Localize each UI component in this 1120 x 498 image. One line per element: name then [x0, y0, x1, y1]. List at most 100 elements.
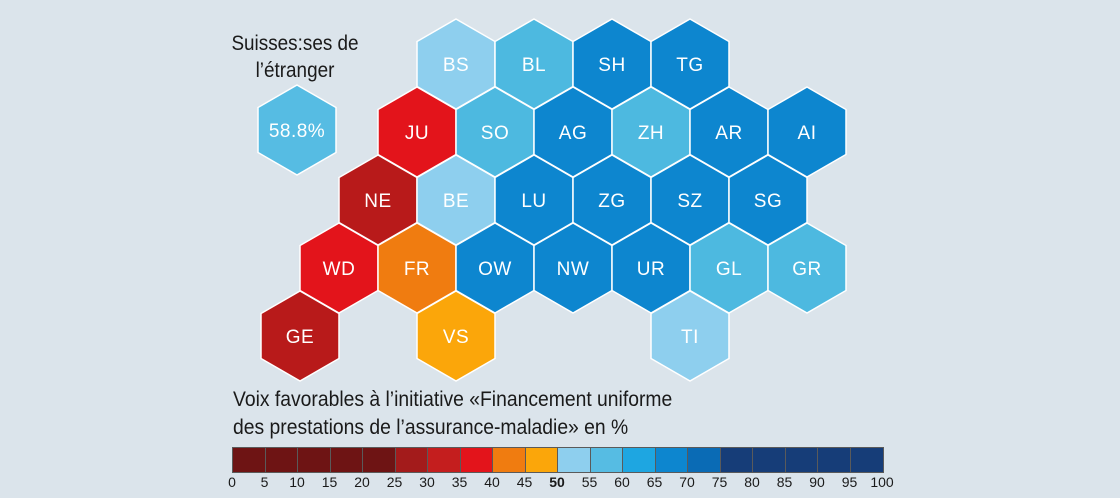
- legend-swatch: [460, 448, 493, 472]
- canton-ti-shape: [650, 290, 730, 382]
- legend-tick-label: 20: [354, 474, 370, 490]
- legend-tick-label: 55: [581, 474, 598, 490]
- legend-swatch: [785, 448, 818, 472]
- legend-swatch: [363, 448, 396, 472]
- canton-bl-label: BL: [522, 55, 546, 76]
- canton-sz-label: SZ: [677, 191, 702, 212]
- legend-color-scale: [232, 447, 884, 473]
- canton-ti-label: TI: [681, 327, 699, 348]
- canton-sh-label: SH: [598, 55, 625, 76]
- canton-ge-label: GE: [286, 327, 314, 348]
- canton-ar-label: AR: [715, 123, 742, 144]
- canton-so-label: SO: [481, 123, 509, 144]
- legend-swatch: [525, 448, 558, 472]
- legend-tick-label: 75: [711, 474, 728, 490]
- legend-tick-label: 65: [646, 474, 663, 490]
- canton-hexagons: BS BL SH TG JU SO AG ZH AR AI NE BE LU ZG SZ SG WD FR OW NW…: [260, 18, 847, 382]
- canton-vs: VS: [416, 290, 496, 382]
- legend-swatch: [753, 448, 786, 472]
- legend-tick-label: 10: [289, 474, 305, 490]
- legend-swatch: [298, 448, 331, 472]
- canton-so: SO: [455, 86, 535, 178]
- legend-swatch: [428, 448, 461, 472]
- canton-vs-label: VS: [443, 327, 469, 348]
- legend-swatch: [818, 448, 851, 472]
- canton-be-label: BE: [443, 191, 469, 212]
- legend-tick-label: 90: [809, 474, 825, 490]
- canton-ai: AI: [767, 86, 847, 178]
- canton-bl: BL: [494, 18, 574, 110]
- canton-ai-label: AI: [798, 123, 817, 144]
- abroad-value-shape: [257, 84, 337, 176]
- legend-tick-label: 60: [614, 474, 630, 490]
- canton-nw: NW: [533, 222, 613, 314]
- canton-fr-label: FR: [404, 259, 430, 280]
- canton-zg-label: ZG: [598, 191, 625, 212]
- canton-gr-shape: [767, 222, 847, 314]
- canton-vs-shape: [416, 290, 496, 382]
- legend-swatch: [720, 448, 753, 472]
- canton-ge-shape: [260, 290, 340, 382]
- canton-zg: ZG: [572, 154, 652, 246]
- legend-swatch: [623, 448, 656, 472]
- canton-wd-label: WD: [323, 259, 356, 280]
- canton-ow-label: OW: [478, 259, 512, 280]
- canton-zh-label: ZH: [638, 123, 664, 144]
- abroad-hexagon: 58.8%: [257, 84, 337, 176]
- legend-tick-label: 100: [870, 474, 894, 490]
- canton-ti: TI: [650, 290, 730, 382]
- canton-wd: WD: [299, 222, 379, 314]
- legend-title-line2: des prestations de l’assurance-maladie» …: [233, 416, 629, 439]
- legend-tick-label: 35: [451, 474, 468, 490]
- legend-tick-label: 25: [386, 474, 403, 490]
- legend-swatch: [330, 448, 363, 472]
- canton-nw-label: NW: [557, 259, 590, 280]
- legend-swatch: [558, 448, 591, 472]
- abroad-title: Suisses:ses de l’étranger: [219, 30, 372, 84]
- legend-tick-label: 0: [228, 474, 236, 490]
- canton-sg: SG: [728, 154, 808, 246]
- legend-tick-label: 5: [260, 474, 269, 490]
- canton-tg-label: TG: [676, 55, 703, 76]
- abroad-value: 58.8%: [257, 84, 337, 176]
- canton-ju: JU: [377, 86, 457, 178]
- legend-swatch: [590, 448, 623, 472]
- legend-swatch: [850, 448, 883, 472]
- legend-title: Voix favorables à l’initiative «Financem…: [233, 386, 822, 442]
- legend-tick-label: 85: [776, 474, 793, 490]
- canton-ge: GE: [260, 290, 340, 382]
- canton-ur-label: UR: [637, 259, 665, 280]
- legend-tick-label: 50: [549, 474, 565, 490]
- canton-lu-label: LU: [521, 191, 546, 212]
- canton-gr-label: GR: [792, 259, 822, 280]
- legend-title-line1: Voix favorables à l’initiative «Financem…: [233, 388, 673, 411]
- canton-sg-label: SG: [754, 191, 782, 212]
- abroad-title-line1: Suisses:ses de: [231, 32, 359, 55]
- legend-tick-label: 40: [484, 474, 500, 490]
- canton-gr: GR: [767, 222, 847, 314]
- canton-ur: UR: [611, 222, 691, 314]
- legend-tick-labels: 0 5 10 15 20 25 30 35 40 45 50 55 60 65 70 75 80 85 90 95 10…: [0, 474, 1120, 494]
- legend-tick-label: 15: [321, 474, 338, 490]
- canton-ju-label: JU: [405, 123, 429, 144]
- legend-tick-label: 80: [744, 474, 760, 490]
- abroad-title-line2: l’étranger: [255, 59, 335, 82]
- canton-ne-label: NE: [364, 191, 391, 212]
- legend-swatch: [493, 448, 526, 472]
- legend-tick-label: 30: [419, 474, 435, 490]
- legend-swatch: [265, 448, 298, 472]
- canton-fr: FR: [377, 222, 457, 314]
- canton-bs-label: BS: [443, 55, 469, 76]
- canton-gl-label: GL: [716, 259, 742, 280]
- legend-tick-label: 45: [516, 474, 533, 490]
- legend-tick-label: 95: [841, 474, 858, 490]
- legend-tick-label: 70: [679, 474, 695, 490]
- abroad-value-label: 58.8%: [269, 121, 325, 142]
- legend-swatch: [395, 448, 428, 472]
- canton-tg: TG: [650, 18, 730, 110]
- canton-ag-label: AG: [559, 123, 587, 144]
- legend-swatch: [688, 448, 721, 472]
- canton-lu: LU: [494, 154, 574, 246]
